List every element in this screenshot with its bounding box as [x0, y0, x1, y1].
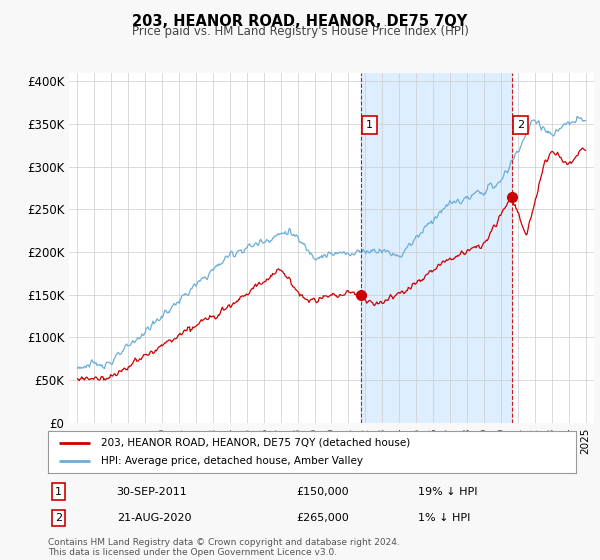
- Text: 1: 1: [55, 487, 62, 497]
- Text: HPI: Average price, detached house, Amber Valley: HPI: Average price, detached house, Ambe…: [101, 456, 363, 466]
- Text: 30-SEP-2011: 30-SEP-2011: [116, 487, 187, 497]
- Text: Price paid vs. HM Land Registry's House Price Index (HPI): Price paid vs. HM Land Registry's House …: [131, 25, 469, 38]
- Text: £150,000: £150,000: [296, 487, 349, 497]
- Text: 1: 1: [366, 120, 373, 130]
- Text: 1% ↓ HPI: 1% ↓ HPI: [418, 513, 470, 523]
- Text: 203, HEANOR ROAD, HEANOR, DE75 7QY: 203, HEANOR ROAD, HEANOR, DE75 7QY: [133, 14, 467, 29]
- Text: 203, HEANOR ROAD, HEANOR, DE75 7QY (detached house): 203, HEANOR ROAD, HEANOR, DE75 7QY (deta…: [101, 438, 410, 448]
- Text: Contains HM Land Registry data © Crown copyright and database right 2024.
This d: Contains HM Land Registry data © Crown c…: [48, 538, 400, 557]
- Text: 19% ↓ HPI: 19% ↓ HPI: [418, 487, 477, 497]
- Text: 2: 2: [517, 120, 524, 130]
- Bar: [361, 73, 512, 423]
- Text: £265,000: £265,000: [296, 513, 349, 523]
- Text: 21-AUG-2020: 21-AUG-2020: [116, 513, 191, 523]
- Text: 2: 2: [55, 513, 62, 523]
